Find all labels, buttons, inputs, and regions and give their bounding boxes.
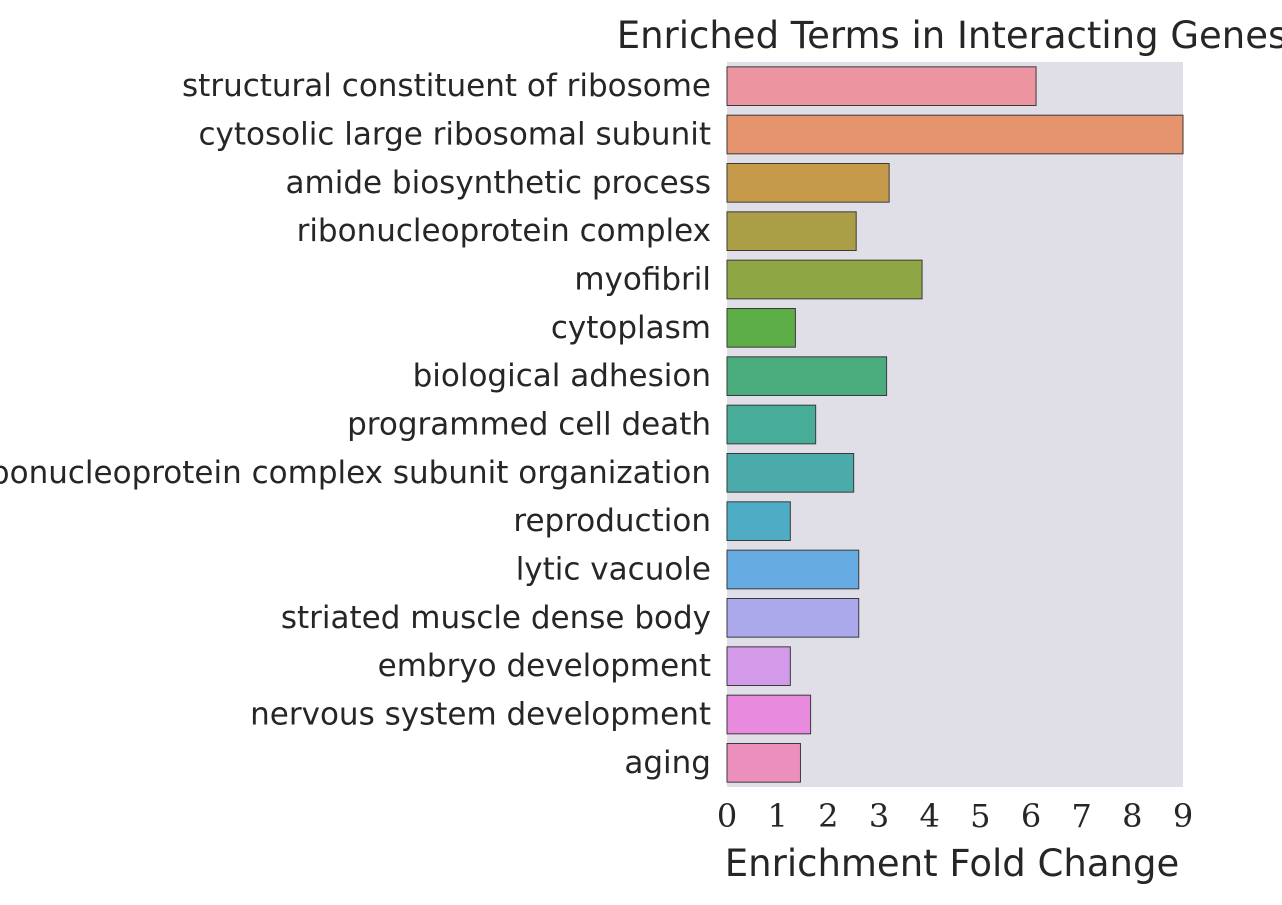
bar <box>726 549 860 590</box>
bar <box>726 501 791 542</box>
category-label: cytoplasm <box>551 310 711 346</box>
x-tick-label: 5 <box>970 797 990 835</box>
bar <box>726 356 888 397</box>
bar <box>726 259 923 300</box>
x-tick-label: 3 <box>869 797 889 835</box>
bar <box>726 114 1184 155</box>
bars-group <box>726 66 1184 783</box>
x-tick-label: 9 <box>1173 797 1193 835</box>
chart-title: Enriched Terms in Interacting Genes <box>617 14 1282 57</box>
category-label: cytosolic large ribosomal subunit <box>199 117 711 153</box>
bar <box>726 66 1037 107</box>
category-label: nervous system development <box>250 697 711 733</box>
category-label: ribonucleoprotein complex subunit organi… <box>0 455 711 491</box>
x-axis-label: Enrichment Fold Change <box>725 842 1179 885</box>
bar <box>726 404 817 445</box>
bar <box>726 694 812 735</box>
category-label: aging <box>624 745 711 781</box>
bar <box>726 598 860 638</box>
bar <box>726 646 791 686</box>
category-label: programmed cell death <box>347 407 711 443</box>
bar <box>726 308 796 348</box>
bar <box>726 453 855 493</box>
category-label: biological adhesion <box>413 358 711 394</box>
x-tick-label: 8 <box>1122 797 1142 835</box>
category-label: amide biosynthetic process <box>286 165 711 201</box>
x-tick-label: 6 <box>1021 797 1041 835</box>
bar <box>726 743 801 783</box>
bar <box>726 211 857 251</box>
category-label: reproduction <box>513 503 711 539</box>
category-label: embryo development <box>378 648 711 684</box>
x-tick-label: 1 <box>767 797 787 835</box>
category-label: ribonucleoprotein complex <box>297 213 711 249</box>
x-tick-label: 0 <box>717 797 737 835</box>
x-tick-label: 7 <box>1071 797 1091 835</box>
x-tick-label: 4 <box>919 797 939 835</box>
category-label: myofibril <box>574 262 711 298</box>
bar <box>726 163 890 203</box>
x-tick-label: 2 <box>818 797 838 835</box>
category-labels-group: structural constituent of ribosome cytoso… <box>0 68 711 781</box>
category-label: lytic vacuole <box>516 552 711 588</box>
category-label: striated muscle dense body <box>281 600 711 636</box>
category-label: structural constituent of ribosome <box>182 68 711 104</box>
